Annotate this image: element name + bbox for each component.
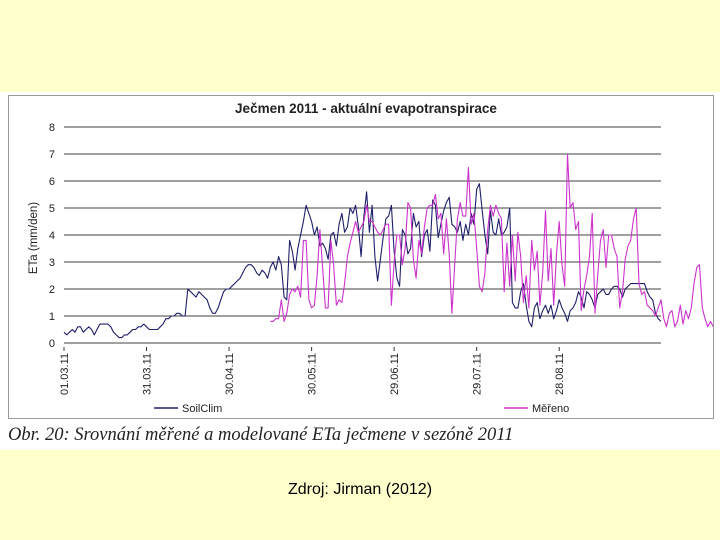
chart-frame: Ječmen 2011 - aktuální evapotranspirace … [8, 95, 714, 419]
figure-caption: Obr. 20: Srovnání měřené a modelované ET… [8, 425, 514, 445]
x-tick-label: 29.06.11 [389, 353, 401, 395]
legend: SoilClim Měřeno [154, 403, 569, 415]
series-line-mereno [270, 153, 713, 328]
y-tick-label: 4 [49, 230, 55, 242]
y-tick-label: 3 [49, 257, 55, 269]
figure-panel: Ječmen 2011 - aktuální evapotranspirace … [0, 92, 720, 450]
y-tick-label: 7 [49, 149, 55, 161]
y-tick-label: 8 [49, 122, 55, 134]
x-tick-label: 28.08.11 [554, 353, 566, 395]
x-tick-label: 01.03.11 [59, 353, 71, 395]
y-tick-label: 1 [49, 311, 55, 323]
y-tick-label: 0 [49, 338, 55, 350]
series-line-soilclim [63, 183, 662, 339]
source-note: Zdroj: Jirman (2012) [287, 481, 433, 498]
y-tick-label: 2 [49, 284, 55, 296]
y-tick-label: 5 [49, 203, 55, 215]
legend-label: SoilClim [182, 403, 222, 415]
legend-label: Měřeno [532, 403, 569, 415]
series-lines [63, 153, 713, 339]
chart-title: Ječmen 2011 - aktuální evapotranspirace [235, 101, 497, 116]
y-tick-labels: 0 1 2 3 4 5 6 7 8 [49, 122, 55, 350]
x-tick-label: 31.03.11 [142, 353, 154, 395]
x-tick-label: 30.05.11 [307, 353, 319, 395]
x-tick-label: 29.07.11 [472, 353, 484, 395]
x-tick-labels: 01.03.11 31.03.11 30.04.11 30.05.11 29.06.11… [59, 347, 566, 395]
y-axis-label: ETa (mm/den) [28, 202, 40, 274]
x-tick-label: 30.04.11 [224, 353, 236, 395]
y-tick-label: 6 [49, 176, 55, 188]
chart-svg: Ječmen 2011 - aktuální evapotranspirace … [28, 101, 713, 415]
